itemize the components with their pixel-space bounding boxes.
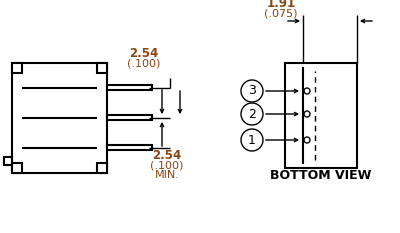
Bar: [97, 163, 107, 173]
Bar: [107, 85, 152, 90]
Bar: [285, 63, 357, 168]
Text: (.100): (.100): [127, 59, 161, 69]
Bar: [107, 115, 152, 120]
Bar: [12, 63, 22, 73]
Text: 1.91: 1.91: [266, 0, 296, 10]
Circle shape: [241, 103, 263, 125]
Circle shape: [241, 80, 263, 102]
Text: 2: 2: [248, 107, 256, 120]
Text: 1: 1: [248, 134, 256, 147]
Text: BOTTOM VIEW: BOTTOM VIEW: [270, 169, 372, 182]
Circle shape: [241, 129, 263, 151]
Bar: [97, 63, 107, 73]
Text: (.075): (.075): [264, 8, 298, 18]
Circle shape: [304, 111, 310, 117]
Text: MIN.: MIN.: [154, 170, 180, 180]
Text: 3: 3: [248, 85, 256, 97]
Circle shape: [304, 137, 310, 143]
Bar: [12, 163, 22, 173]
Bar: [4, 157, 12, 165]
Circle shape: [304, 88, 310, 94]
Bar: [12, 63, 107, 173]
Bar: [107, 145, 152, 150]
Text: (.100): (.100): [150, 161, 184, 171]
Text: 2.54: 2.54: [129, 47, 159, 60]
Text: 2.54: 2.54: [152, 149, 182, 162]
